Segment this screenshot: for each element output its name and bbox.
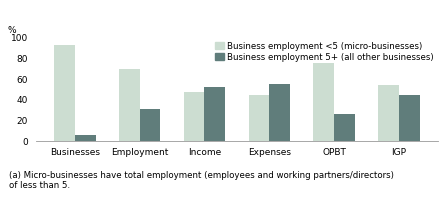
Bar <box>54 45 75 141</box>
Y-axis label: %: % <box>7 26 16 35</box>
Bar <box>119 69 139 141</box>
Bar <box>75 135 96 141</box>
Bar <box>249 95 270 141</box>
Bar <box>139 109 160 141</box>
Bar <box>313 63 334 141</box>
Text: (a) Micro-businesses have total employment (employees and working partners/direc: (a) Micro-businesses have total employme… <box>9 171 394 190</box>
Bar <box>378 85 399 141</box>
Bar <box>270 84 290 141</box>
Bar <box>204 87 225 141</box>
Bar <box>184 92 204 141</box>
Bar <box>334 114 355 141</box>
Bar <box>399 95 420 141</box>
Legend: Business employment <5 (micro-businesses), Business employment 5+ (all other bus: Business employment <5 (micro-businesses… <box>215 42 434 62</box>
